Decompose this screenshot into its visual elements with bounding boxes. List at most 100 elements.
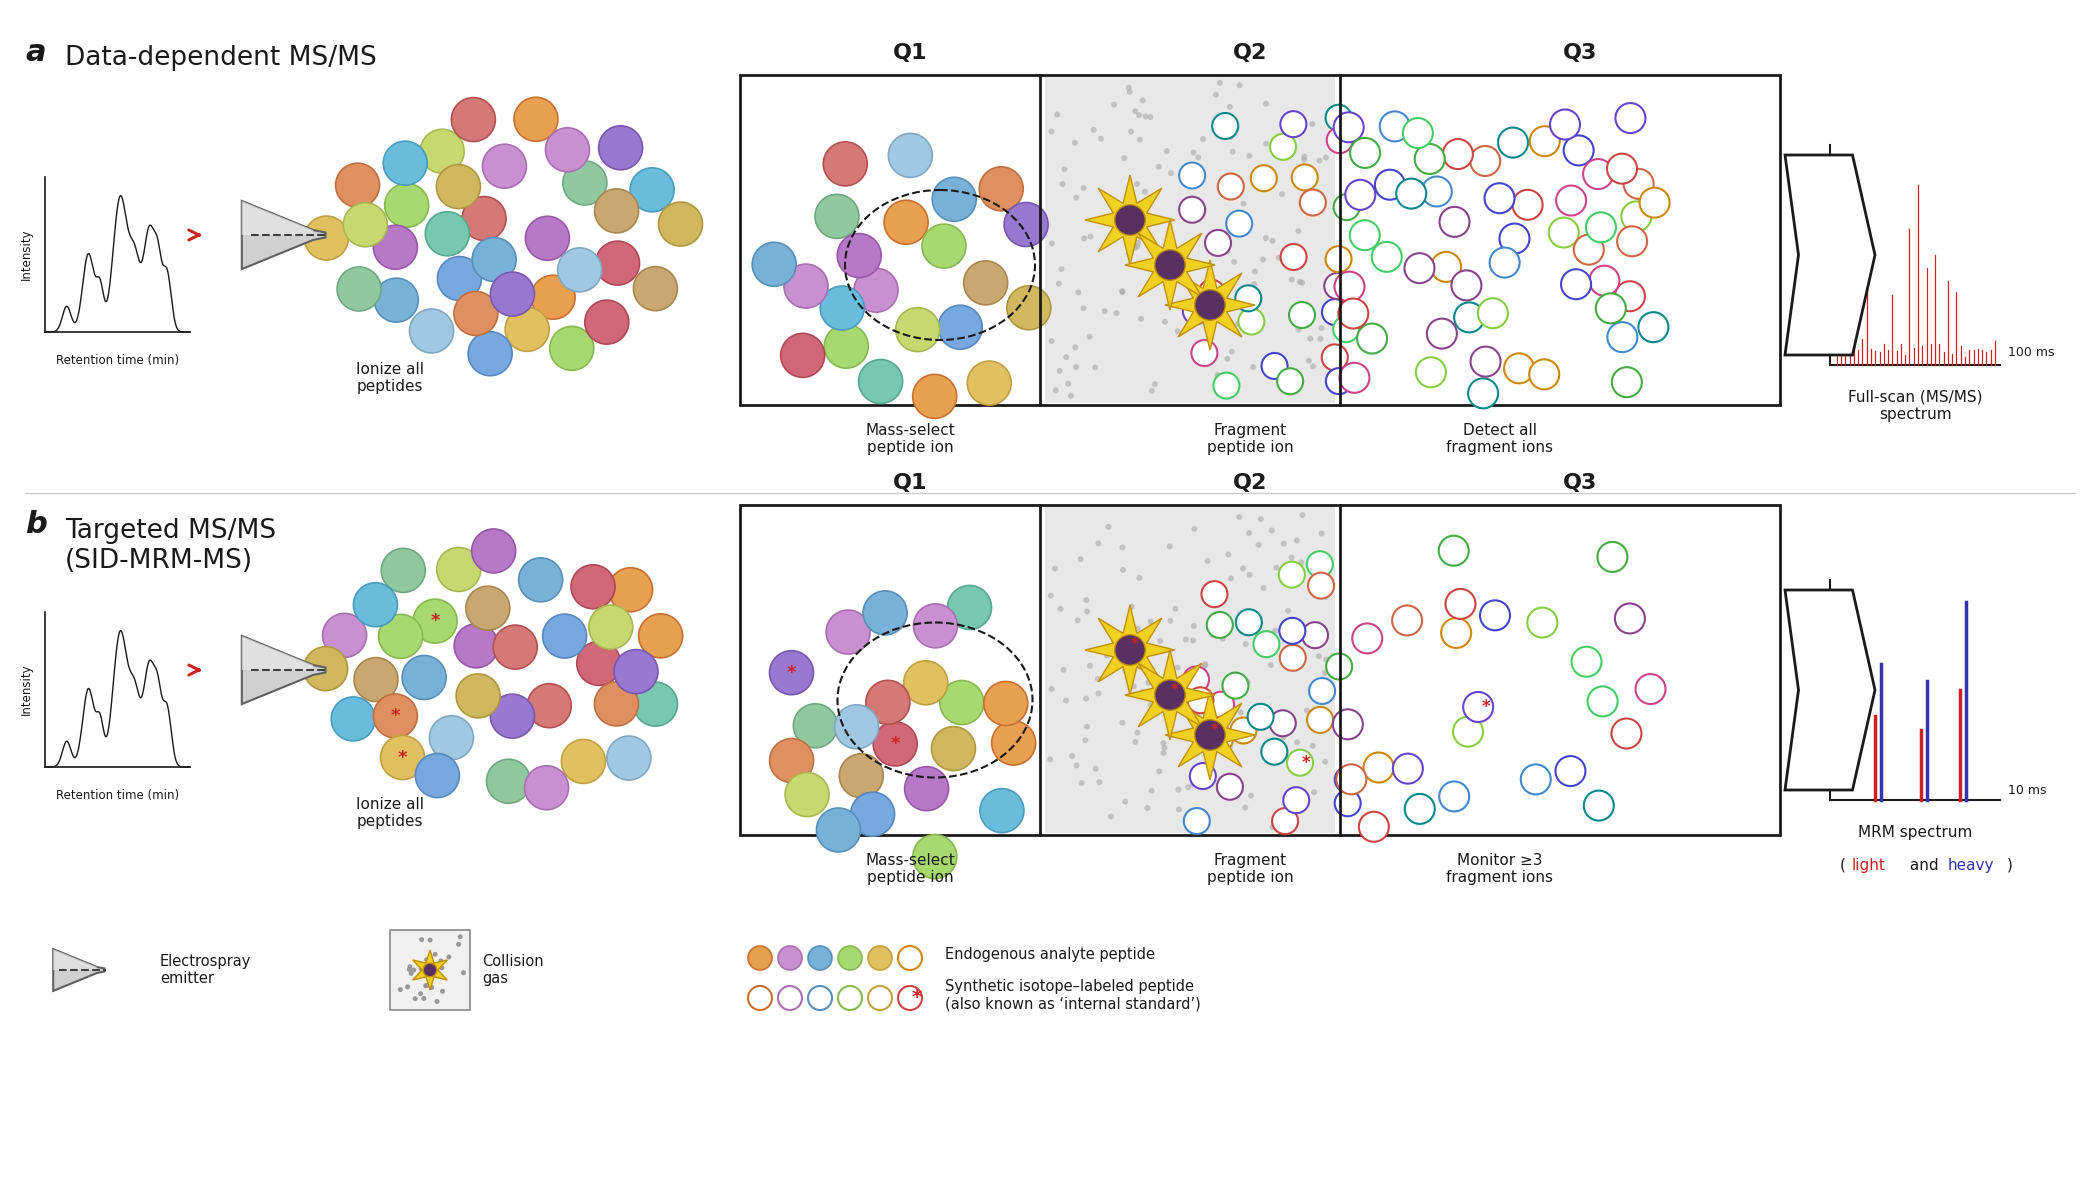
- Circle shape: [1556, 185, 1586, 216]
- Circle shape: [1321, 670, 1327, 676]
- Circle shape: [777, 946, 802, 970]
- Circle shape: [559, 248, 603, 291]
- Circle shape: [1392, 605, 1422, 636]
- Circle shape: [1485, 183, 1514, 214]
- Circle shape: [456, 942, 462, 946]
- Circle shape: [634, 682, 678, 726]
- Circle shape: [748, 946, 773, 970]
- Circle shape: [439, 958, 443, 963]
- Circle shape: [1186, 687, 1214, 713]
- Circle shape: [1228, 349, 1235, 355]
- Circle shape: [494, 625, 538, 669]
- Circle shape: [1281, 734, 1287, 740]
- Circle shape: [1285, 608, 1292, 614]
- Circle shape: [1174, 328, 1180, 334]
- Circle shape: [1088, 663, 1092, 669]
- Circle shape: [1092, 766, 1098, 772]
- Circle shape: [472, 529, 517, 573]
- Circle shape: [1048, 337, 1054, 343]
- Circle shape: [338, 267, 380, 312]
- Circle shape: [1317, 335, 1323, 342]
- Circle shape: [1142, 189, 1149, 195]
- Circle shape: [1172, 605, 1178, 611]
- Circle shape: [1058, 605, 1063, 612]
- Circle shape: [1063, 354, 1069, 360]
- Circle shape: [899, 986, 922, 1010]
- Circle shape: [571, 565, 615, 609]
- Circle shape: [1294, 740, 1300, 746]
- Circle shape: [424, 983, 428, 988]
- Circle shape: [336, 163, 380, 208]
- Circle shape: [594, 189, 638, 232]
- Circle shape: [1006, 286, 1050, 329]
- Circle shape: [1195, 155, 1201, 160]
- Circle shape: [1298, 559, 1304, 565]
- Circle shape: [1119, 544, 1126, 550]
- Circle shape: [1239, 308, 1264, 334]
- Circle shape: [941, 681, 983, 725]
- Circle shape: [1094, 676, 1100, 682]
- Circle shape: [1228, 576, 1235, 582]
- Circle shape: [1178, 197, 1205, 223]
- Circle shape: [1588, 687, 1617, 716]
- Circle shape: [1470, 146, 1499, 176]
- Circle shape: [1453, 716, 1483, 747]
- Circle shape: [1121, 668, 1128, 674]
- Circle shape: [1615, 281, 1644, 312]
- Circle shape: [1287, 749, 1312, 775]
- Circle shape: [1226, 211, 1252, 237]
- Circle shape: [1308, 335, 1312, 341]
- Circle shape: [981, 788, 1025, 833]
- Circle shape: [542, 614, 586, 658]
- Circle shape: [783, 264, 827, 308]
- Circle shape: [561, 740, 605, 784]
- Circle shape: [447, 955, 452, 959]
- Circle shape: [525, 216, 569, 261]
- Circle shape: [613, 650, 657, 694]
- Circle shape: [1245, 310, 1252, 316]
- Circle shape: [1237, 709, 1243, 715]
- Circle shape: [899, 946, 922, 970]
- Circle shape: [808, 946, 832, 970]
- Circle shape: [466, 586, 510, 630]
- Circle shape: [1077, 556, 1084, 562]
- Circle shape: [563, 160, 607, 205]
- Circle shape: [1281, 540, 1287, 546]
- Circle shape: [594, 682, 638, 726]
- Circle shape: [1214, 372, 1220, 378]
- Circle shape: [817, 808, 861, 852]
- Circle shape: [1102, 242, 1109, 248]
- Circle shape: [410, 309, 454, 353]
- Circle shape: [1317, 653, 1321, 660]
- Circle shape: [1308, 122, 1315, 127]
- Circle shape: [1252, 165, 1277, 191]
- Text: *: *: [1302, 754, 1310, 772]
- Circle shape: [1426, 319, 1457, 348]
- FancyBboxPatch shape: [739, 505, 1781, 835]
- Circle shape: [1277, 255, 1281, 261]
- Circle shape: [1451, 270, 1480, 301]
- Circle shape: [1319, 203, 1325, 209]
- Circle shape: [1499, 223, 1529, 254]
- Circle shape: [1065, 381, 1071, 387]
- Circle shape: [1144, 805, 1151, 811]
- Circle shape: [416, 754, 460, 798]
- Circle shape: [1325, 273, 1350, 299]
- Circle shape: [1323, 656, 1329, 663]
- Circle shape: [472, 237, 517, 282]
- Circle shape: [1606, 153, 1638, 184]
- Circle shape: [1161, 740, 1166, 746]
- Circle shape: [1224, 249, 1231, 255]
- Circle shape: [527, 683, 571, 728]
- Circle shape: [1258, 516, 1264, 522]
- Circle shape: [1621, 202, 1651, 231]
- Circle shape: [1262, 353, 1287, 379]
- Text: Ionize all
peptides: Ionize all peptides: [357, 796, 424, 830]
- Circle shape: [1084, 609, 1090, 615]
- Circle shape: [1306, 707, 1334, 733]
- Polygon shape: [52, 949, 105, 991]
- Circle shape: [1350, 221, 1380, 250]
- Circle shape: [433, 952, 437, 957]
- Circle shape: [838, 234, 882, 277]
- Circle shape: [1392, 754, 1424, 784]
